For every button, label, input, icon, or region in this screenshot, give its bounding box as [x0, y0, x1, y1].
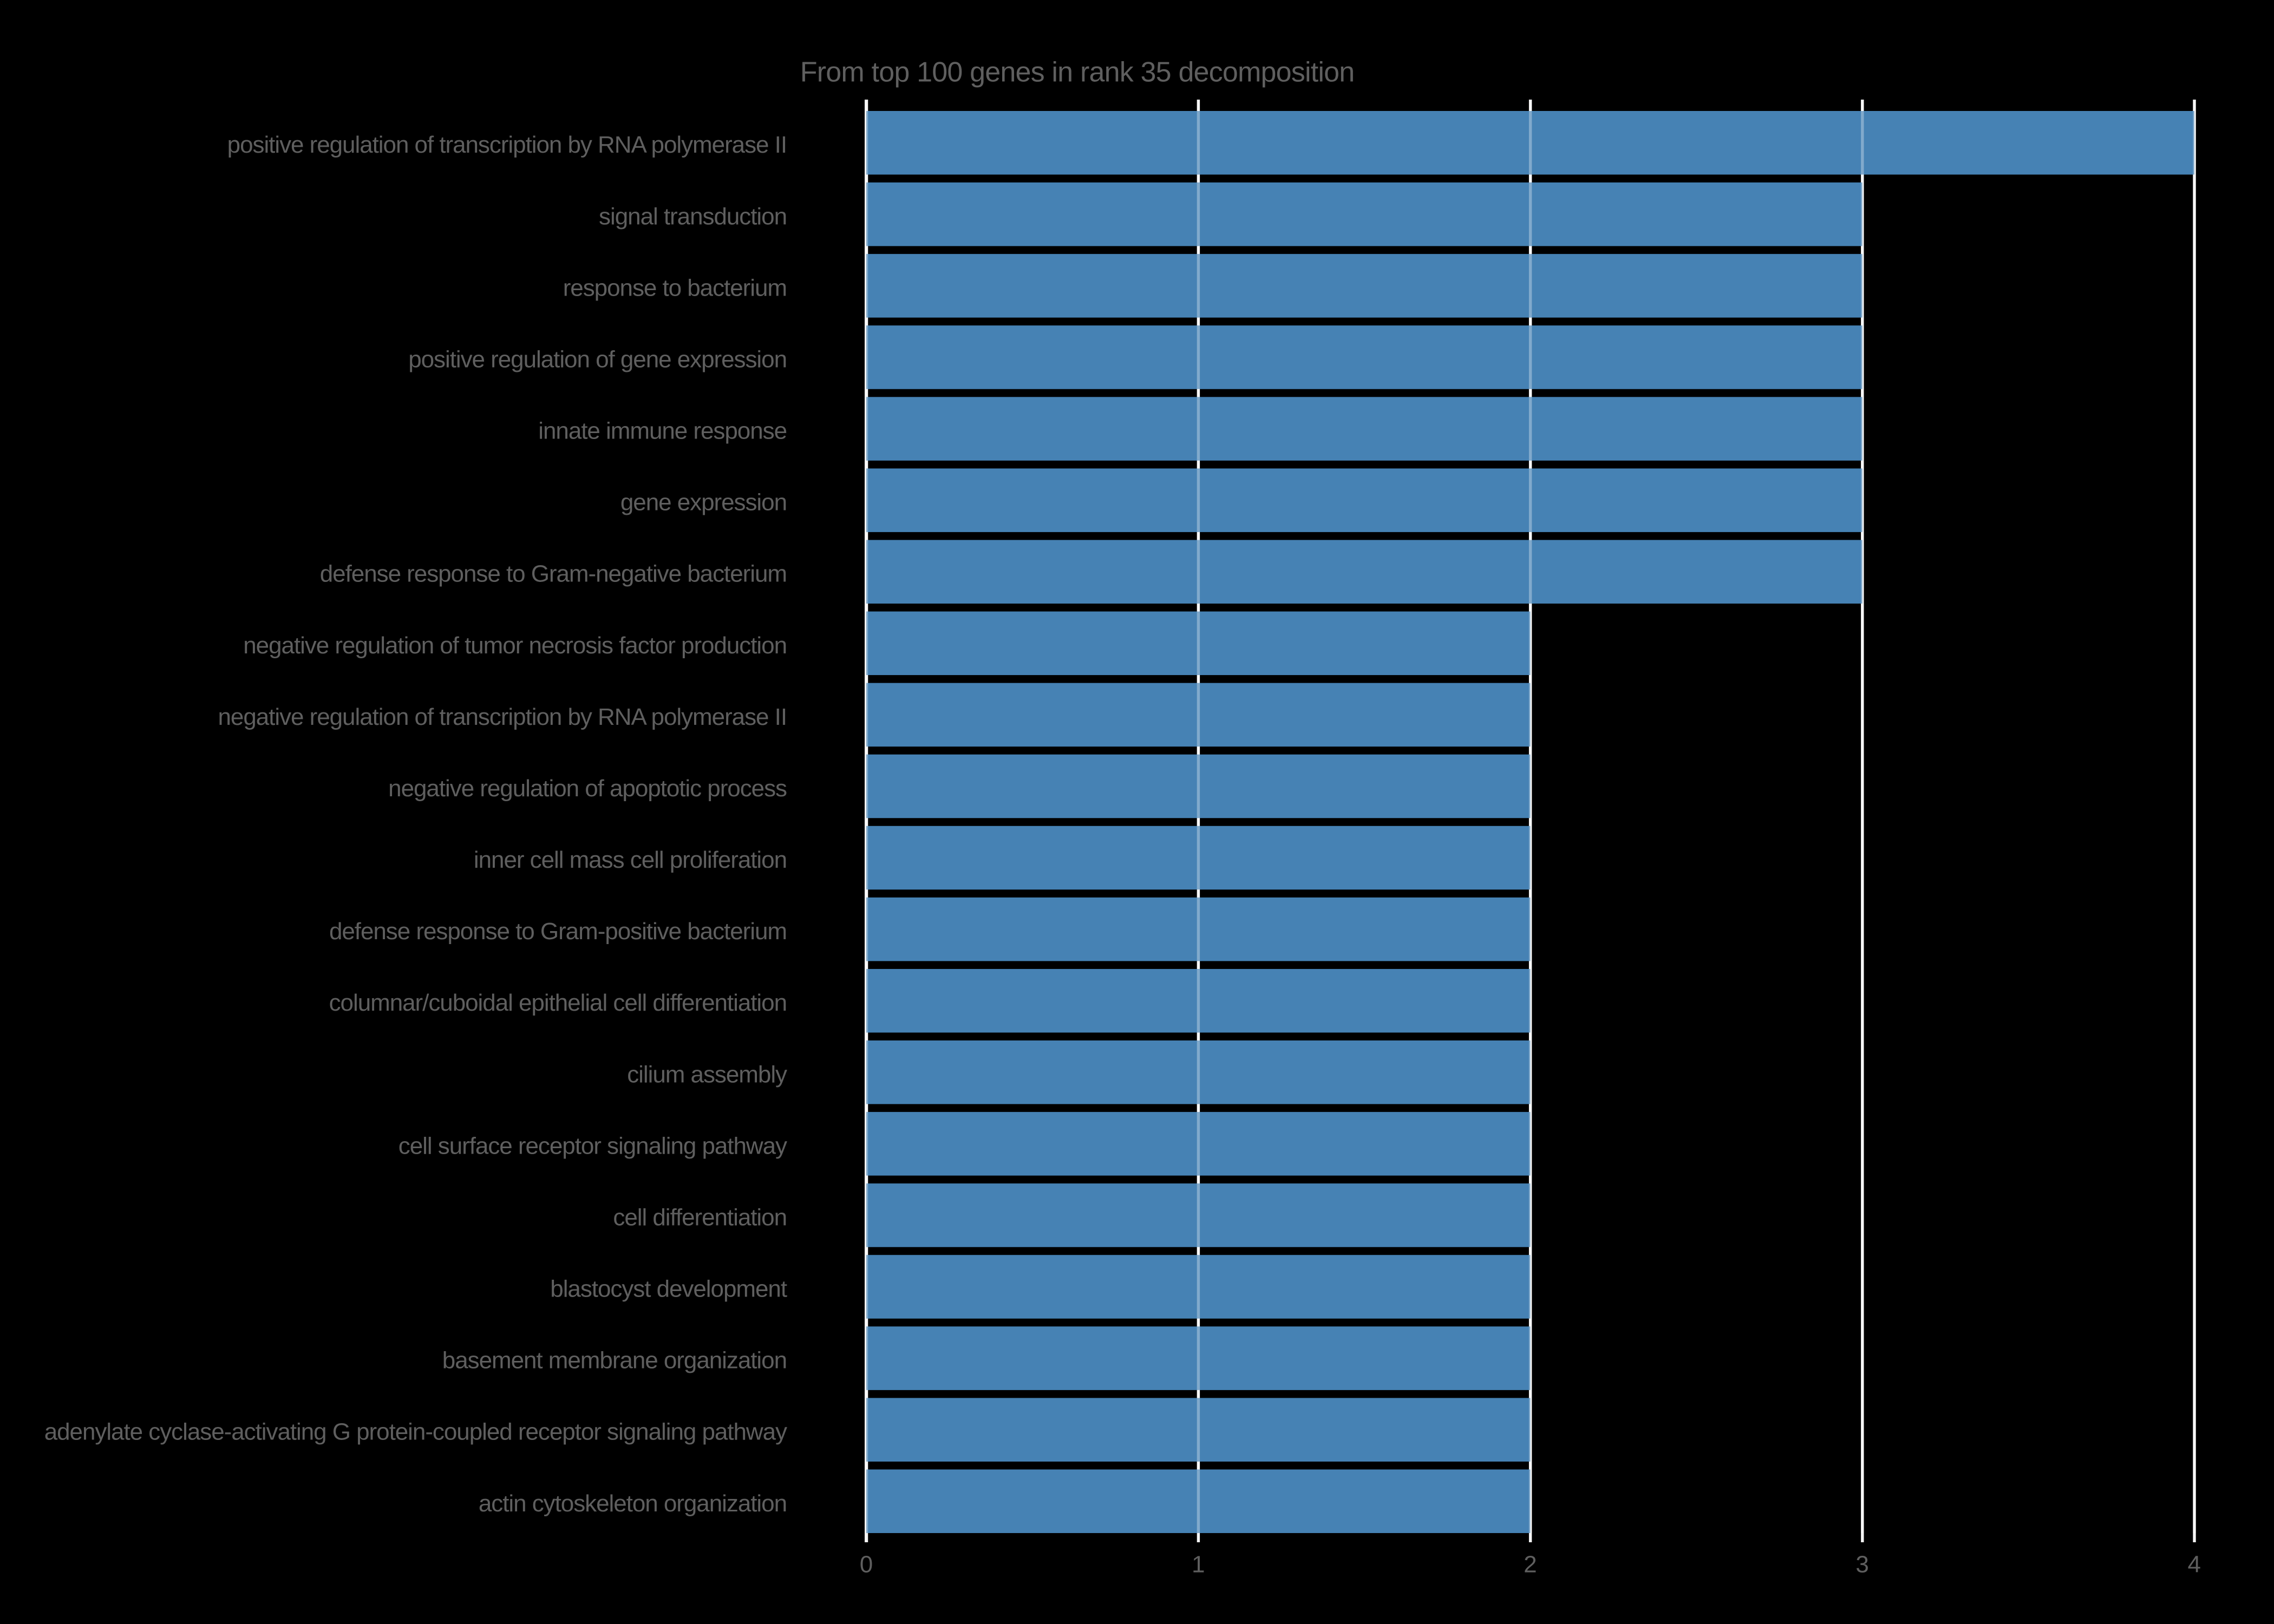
svg-text:innate immune response: innate immune response	[538, 418, 787, 444]
svg-text:cilium assembly: cilium assembly	[627, 1061, 787, 1088]
svg-text:0: 0	[860, 1551, 873, 1578]
svg-text:positive regulation of transcr: positive regulation of transcription by …	[227, 132, 787, 158]
svg-text:negative regulation of tumor n: negative regulation of tumor necrosis fa…	[243, 632, 787, 659]
svg-text:inner cell mass cell prolifera: inner cell mass cell proliferation	[474, 847, 787, 873]
svg-text:1: 1	[1192, 1551, 1205, 1578]
svg-text:4: 4	[2188, 1551, 2201, 1578]
svg-text:actin cytoskeleton organizatio: actin cytoskeleton organization	[479, 1490, 787, 1517]
svg-text:gene expression: gene expression	[620, 489, 787, 516]
svg-text:defense response to Gram-negat: defense response to Gram-negative bacter…	[320, 561, 787, 587]
svg-text:positive regulation of gene ex: positive regulation of gene expression	[408, 346, 787, 373]
svg-text:negative regulation of transcr: negative regulation of transcription by …	[218, 704, 787, 730]
svg-text:cell surface receptor signalin: cell surface receptor signaling pathway	[398, 1132, 787, 1159]
svg-text:basement membrane organization: basement membrane organization	[442, 1347, 787, 1374]
svg-text:3: 3	[1855, 1551, 1868, 1578]
svg-text:defense response to Gram-posit: defense response to Gram-positive bacter…	[329, 918, 787, 945]
svg-text:response to bacterium: response to bacterium	[563, 274, 787, 301]
svg-text:signal transduction: signal transduction	[599, 203, 787, 230]
svg-text:From top 100 genes in rank 35: From top 100 genes in rank 35 decomposit…	[800, 57, 1355, 88]
svg-text:2: 2	[1524, 1551, 1537, 1578]
svg-text:cell differentiation: cell differentiation	[613, 1204, 787, 1231]
svg-text:negative regulation of apoptot: negative regulation of apoptotic process	[388, 775, 787, 802]
svg-text:adenylate cyclase-activating G: adenylate cyclase-activating G protein-c…	[44, 1419, 787, 1445]
svg-text:columnar/cuboidal epithelial c: columnar/cuboidal epithelial cell differ…	[329, 990, 787, 1016]
svg-text:blastocyst development: blastocyst development	[550, 1276, 787, 1302]
